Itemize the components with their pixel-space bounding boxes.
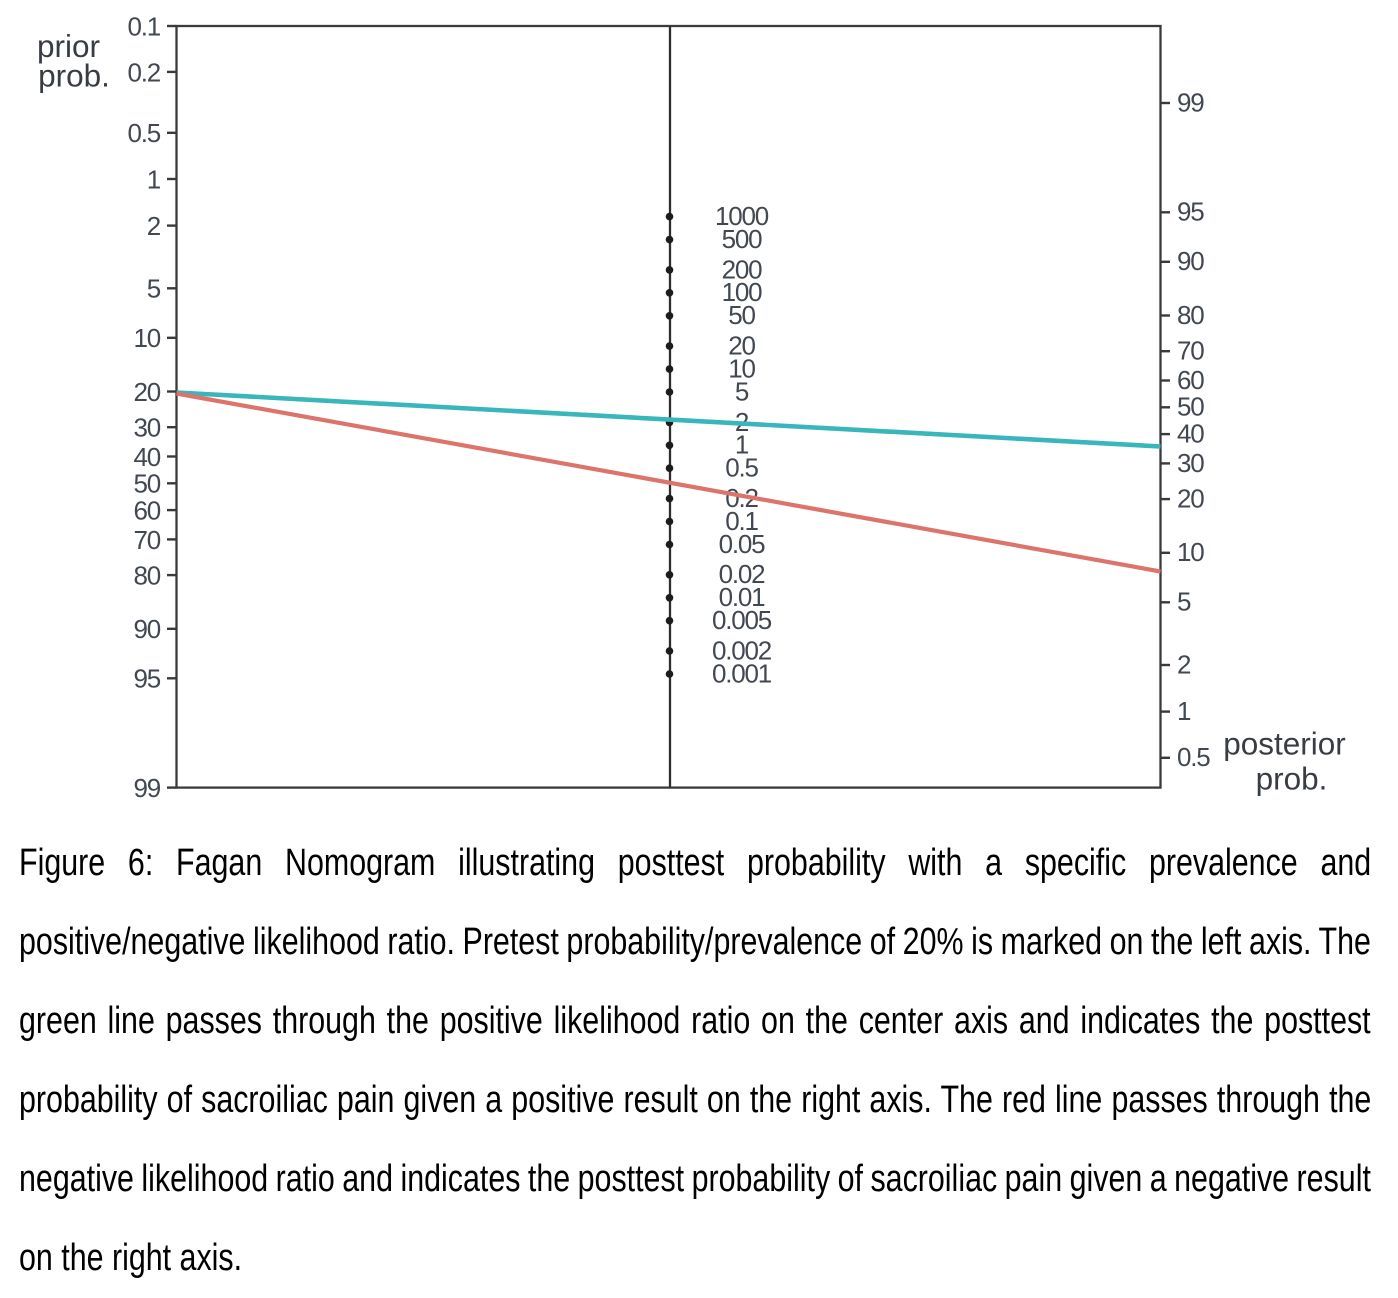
svg-text:2: 2 (1177, 649, 1191, 679)
svg-text:70: 70 (133, 525, 160, 555)
svg-text:30: 30 (133, 413, 160, 443)
svg-text:40: 40 (1177, 418, 1204, 448)
svg-text:80: 80 (133, 560, 160, 590)
svg-text:0.005: 0.005 (712, 605, 772, 635)
svg-text:1: 1 (147, 164, 161, 194)
svg-text:50: 50 (133, 469, 160, 499)
svg-text:500: 500 (722, 224, 763, 254)
svg-text:0.1: 0.1 (725, 506, 758, 536)
svg-text:99: 99 (1177, 87, 1204, 117)
svg-text:posterior: posterior (1223, 726, 1346, 762)
svg-text:0.002: 0.002 (712, 635, 772, 665)
svg-text:0.05: 0.05 (719, 529, 766, 559)
svg-text:10: 10 (1177, 537, 1204, 567)
svg-text:20: 20 (728, 330, 755, 360)
svg-text:0.5: 0.5 (127, 118, 160, 148)
svg-text:0.02: 0.02 (719, 559, 766, 589)
svg-text:90: 90 (1177, 246, 1204, 276)
svg-text:99: 99 (133, 773, 160, 803)
svg-text:40: 40 (133, 442, 160, 472)
svg-text:50: 50 (728, 300, 755, 330)
svg-text:0.001: 0.001 (712, 658, 772, 688)
svg-text:1: 1 (735, 430, 749, 460)
svg-text:1000: 1000 (715, 201, 769, 231)
svg-text:200: 200 (722, 254, 763, 284)
svg-text:60: 60 (133, 495, 160, 525)
svg-text:95: 95 (133, 664, 160, 694)
svg-text:0.5: 0.5 (1177, 742, 1210, 772)
svg-text:30: 30 (1177, 448, 1204, 478)
svg-text:70: 70 (1177, 336, 1204, 366)
svg-text:60: 60 (1177, 365, 1204, 395)
svg-text:90: 90 (133, 614, 160, 644)
svg-text:0.1: 0.1 (127, 11, 160, 41)
svg-text:prior: prior (37, 28, 100, 64)
svg-text:0.01: 0.01 (719, 582, 766, 612)
svg-text:10: 10 (728, 353, 755, 383)
svg-text:0.5: 0.5 (725, 453, 758, 483)
svg-text:5: 5 (147, 274, 161, 304)
svg-text:50: 50 (1177, 392, 1204, 422)
svg-text:10: 10 (133, 323, 160, 353)
svg-text:1: 1 (1177, 696, 1191, 726)
svg-text:prob.: prob. (1256, 761, 1328, 797)
svg-text:20: 20 (1177, 483, 1204, 513)
svg-text:prob.: prob. (38, 58, 110, 94)
svg-text:20: 20 (133, 377, 160, 407)
svg-text:2: 2 (147, 211, 161, 241)
svg-text:80: 80 (1177, 300, 1204, 330)
svg-text:100: 100 (722, 277, 763, 307)
svg-text:5: 5 (1177, 587, 1191, 617)
svg-text:0.2: 0.2 (127, 57, 160, 87)
svg-text:95: 95 (1177, 197, 1204, 227)
svg-text:5: 5 (735, 376, 749, 406)
